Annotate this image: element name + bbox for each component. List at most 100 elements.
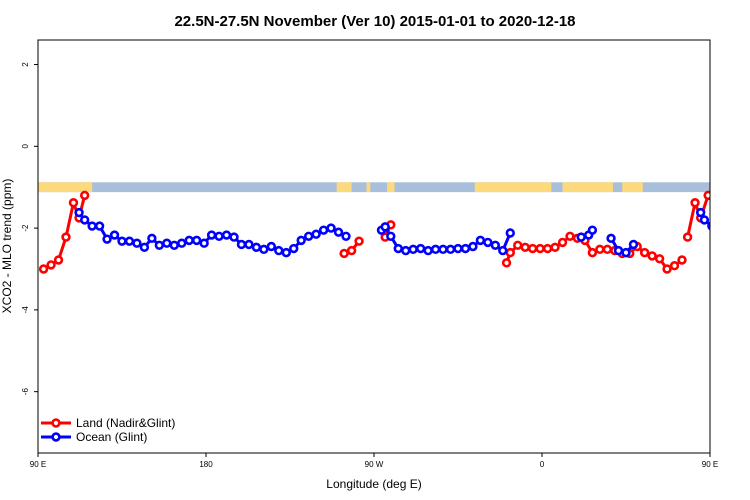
data-point [380, 222, 390, 232]
series-layer [38, 190, 750, 274]
legend-marker [51, 432, 61, 442]
data-point [229, 232, 239, 242]
land-band-segment [38, 182, 93, 193]
data-point [274, 245, 284, 256]
data-point [520, 242, 530, 253]
data-point [46, 260, 56, 270]
ocean-band [38, 182, 710, 193]
x-tick-label: 180 [199, 460, 213, 469]
data-point [501, 258, 512, 268]
data-point [453, 243, 463, 254]
x-axis: 90 E 180 90 W 0 90 E [30, 453, 718, 469]
data-point [38, 264, 49, 274]
legend: Land (Nadir&Glint)Ocean (Glint) [41, 416, 175, 444]
legend-marker [51, 418, 61, 428]
series-1 [74, 207, 750, 258]
data-point [430, 244, 441, 255]
data-point [162, 238, 172, 248]
data-point [438, 244, 448, 255]
data-point [576, 232, 586, 242]
y-tick-label: -4 [21, 306, 30, 314]
data-point [74, 207, 84, 218]
data-point [703, 190, 710, 201]
data-point [707, 221, 710, 231]
data-point [695, 207, 706, 218]
data-point [738, 238, 745, 245]
data-point [699, 215, 710, 225]
data-point [259, 244, 269, 255]
data-point [639, 247, 650, 258]
data-point [147, 233, 157, 244]
data-point [621, 247, 631, 258]
series-0 [38, 190, 710, 274]
legend-item: Land (Nadir&Glint) [41, 416, 175, 430]
data-point [236, 239, 247, 250]
data-point [199, 238, 209, 248]
data-point [53, 255, 64, 265]
data-point [746, 238, 750, 245]
data-point [221, 230, 232, 240]
y-axis-label: XCO2 - MLO trend (ppm) [0, 179, 14, 314]
y-tick-label: 0 [21, 144, 30, 149]
data-point [475, 235, 486, 246]
x-axis-label: Longitude (deg E) [326, 477, 421, 491]
data-point [415, 243, 426, 254]
data-point [690, 198, 700, 208]
data-point [139, 242, 150, 253]
y-tick-label: -6 [21, 388, 30, 396]
data-point [445, 244, 456, 255]
data-point [498, 245, 508, 256]
y-tick-label: 2 [21, 62, 30, 67]
data-point [677, 255, 687, 265]
data-point [87, 221, 97, 231]
data-point [483, 237, 493, 248]
data-point [303, 231, 314, 241]
data-point [423, 245, 433, 256]
land-band-segment [562, 182, 613, 193]
land-band-segment [336, 182, 352, 193]
data-point [326, 223, 336, 233]
data-point [535, 243, 545, 254]
data-point [716, 223, 723, 230]
data-point [346, 245, 357, 256]
x-tick-label: 90 E [702, 460, 718, 469]
data-point [468, 241, 478, 252]
land-band-segment [366, 182, 371, 193]
data-point [184, 235, 194, 246]
data-point [505, 228, 515, 238]
data-point [333, 227, 344, 237]
data-point [628, 239, 639, 250]
data-point [682, 232, 693, 242]
data-point [132, 238, 142, 248]
data-point [557, 237, 568, 248]
data-point [490, 240, 501, 250]
data-point [318, 225, 329, 235]
data-point [296, 235, 306, 246]
legend-label: Land (Nadir&Glint) [76, 416, 175, 430]
data-point [723, 236, 730, 243]
data-point [401, 245, 411, 256]
data-point [214, 231, 224, 241]
legend-label: Ocean (Glint) [76, 430, 147, 444]
data-point [266, 241, 277, 252]
series-line [42, 195, 87, 271]
data-point [393, 243, 403, 254]
data-point [154, 240, 165, 250]
land-sea-band [38, 182, 710, 193]
data-point [595, 244, 605, 255]
data-point [117, 236, 127, 246]
data-point [109, 230, 120, 240]
data-point [102, 234, 112, 244]
land-band-segment [622, 182, 643, 193]
data-point [311, 229, 321, 239]
data-point [68, 198, 79, 208]
data-point [386, 231, 396, 241]
data-point [587, 225, 598, 235]
data-point [527, 243, 538, 254]
land-band-segment [474, 182, 552, 193]
y-axis: 2 0 -2 -4 -6 [21, 62, 38, 395]
data-point [339, 248, 349, 259]
data-point [169, 240, 179, 250]
data-point [654, 254, 665, 264]
x-tick-label: 90 W [365, 460, 384, 469]
